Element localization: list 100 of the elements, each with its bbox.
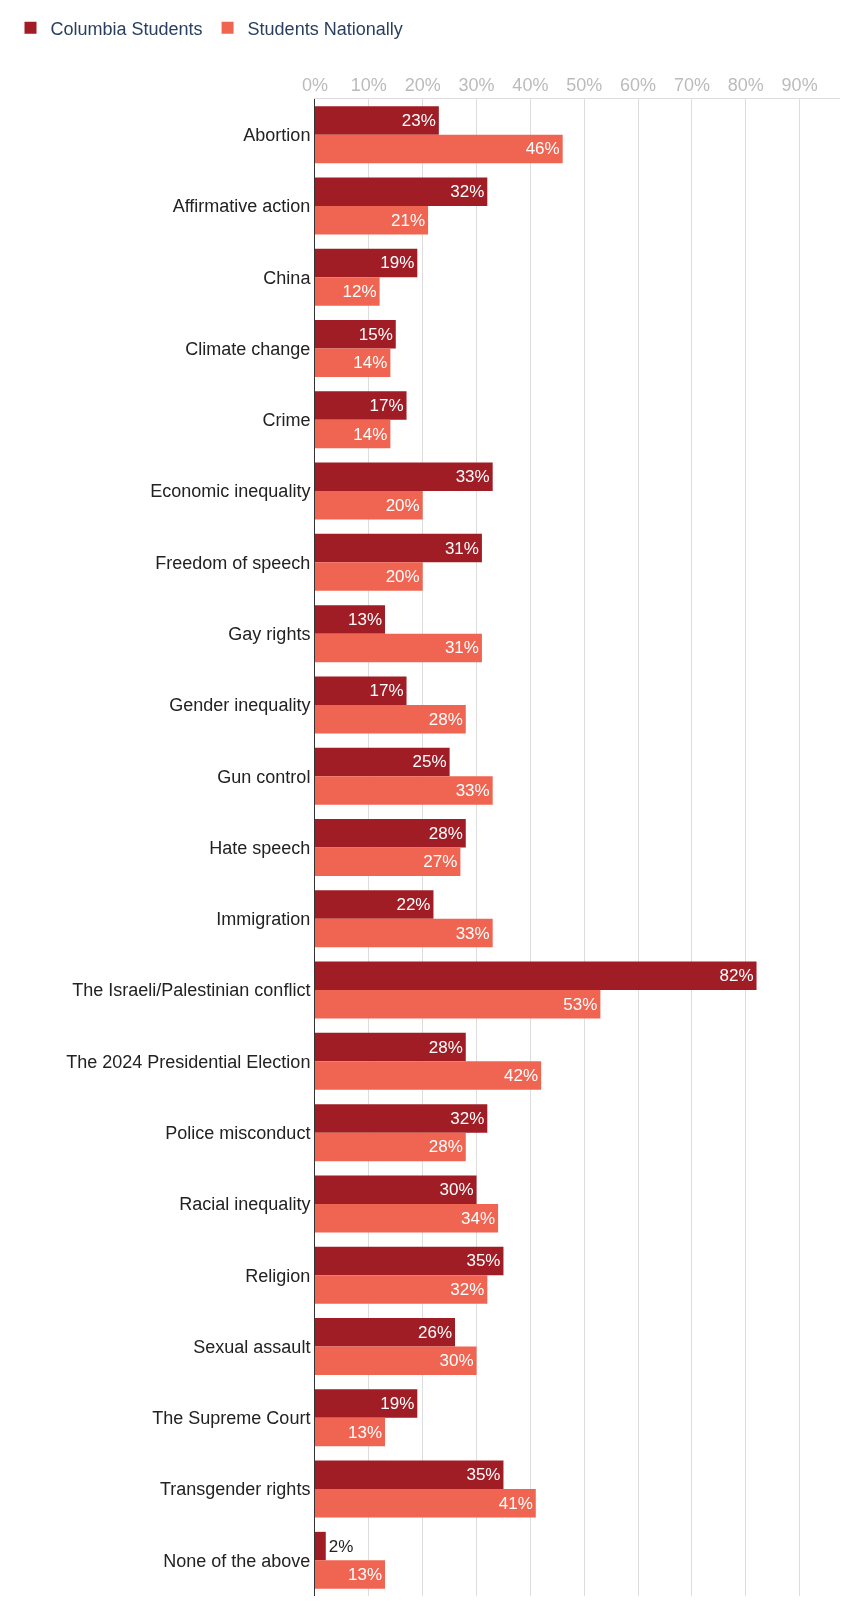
bar <box>315 177 488 206</box>
y-tick-label: Religion <box>245 1265 311 1286</box>
x-tick-label: 60% <box>620 74 657 95</box>
data-label: 46% <box>525 139 560 159</box>
data-label: 41% <box>498 1493 533 1513</box>
bar <box>315 847 461 877</box>
bar <box>315 818 466 848</box>
bar <box>315 1531 326 1561</box>
y-tick-label: Racial inequality <box>179 1194 311 1215</box>
data-label: 25% <box>412 752 447 772</box>
bar <box>315 1032 466 1062</box>
data-label: 26% <box>417 1322 452 1342</box>
y-tick-label: Crime <box>262 410 311 431</box>
data-label: 2% <box>328 1536 354 1556</box>
bar <box>315 1460 504 1490</box>
data-label: 27% <box>423 852 458 872</box>
y-tick-label: China <box>263 267 312 288</box>
data-label: 13% <box>347 1565 382 1585</box>
data-label: 33% <box>455 923 490 943</box>
bar <box>315 633 482 663</box>
bar <box>315 1203 499 1233</box>
x-tick-label: 0% <box>301 74 329 95</box>
data-label: 34% <box>461 1208 496 1228</box>
bar <box>315 704 466 734</box>
bar <box>315 1560 385 1589</box>
bar <box>315 676 407 705</box>
bar <box>315 1246 504 1276</box>
y-tick-label: Gun control <box>217 766 311 787</box>
bar <box>315 605 385 634</box>
bar <box>315 205 429 235</box>
data-label: 32% <box>450 1108 485 1128</box>
y-tick-label: Freedom of speech <box>155 552 311 573</box>
data-label: 19% <box>380 253 415 273</box>
bar <box>315 533 482 563</box>
data-label: 14% <box>353 353 388 373</box>
x-tick-label: 50% <box>566 74 603 95</box>
y-tick-label: Economic inequality <box>150 481 311 502</box>
y-tick-label: Climate change <box>185 338 311 359</box>
y-tick-label: The 2024 Presidential Election <box>66 1051 311 1072</box>
data-label: 12% <box>342 281 377 301</box>
y-tick-label: Hate speech <box>209 837 311 858</box>
y-tick-label: Immigration <box>216 909 311 930</box>
legend-label: Students Nationally <box>247 18 403 39</box>
data-label: 31% <box>444 638 479 658</box>
data-label: 22% <box>396 895 431 915</box>
y-tick-label: Sexual assault <box>193 1336 311 1357</box>
y-tick-label: The Israeli/Palestinian conflict <box>72 980 311 1001</box>
data-label: 30% <box>439 1351 474 1371</box>
data-label: 15% <box>358 324 393 344</box>
data-label: 23% <box>401 110 436 130</box>
bar <box>315 890 434 919</box>
data-label: 28% <box>428 1037 463 1057</box>
data-label: 32% <box>450 182 485 202</box>
y-tick-label: Gender inequality <box>169 695 311 716</box>
y-tick-label: None of the above <box>163 1550 311 1571</box>
data-label: 20% <box>385 495 420 515</box>
bar <box>315 1489 536 1518</box>
data-label: 21% <box>391 210 426 230</box>
data-label: 35% <box>466 1465 501 1485</box>
data-label: 33% <box>455 467 490 487</box>
data-label: 13% <box>347 1422 382 1442</box>
bar <box>315 1317 455 1347</box>
bar <box>315 562 423 591</box>
data-label: 53% <box>563 994 598 1014</box>
bar <box>315 1275 488 1304</box>
bar <box>315 462 493 492</box>
bar <box>315 918 493 948</box>
bar <box>315 1132 466 1162</box>
bar <box>315 134 563 164</box>
data-label: 13% <box>347 609 382 629</box>
bar <box>315 1104 488 1133</box>
bar <box>315 1389 418 1418</box>
data-label: 35% <box>466 1251 501 1271</box>
x-tick-label: 20% <box>404 74 441 95</box>
data-label: 17% <box>369 681 404 701</box>
legend-label: Columbia Students <box>50 18 203 39</box>
data-label: 14% <box>353 424 388 444</box>
bar <box>315 961 757 991</box>
bar <box>315 747 450 777</box>
y-tick-label: Police misconduct <box>165 1122 311 1143</box>
bar <box>315 776 493 805</box>
data-label: 30% <box>439 1180 474 1200</box>
data-label: 32% <box>450 1279 485 1299</box>
data-label: 19% <box>380 1394 415 1414</box>
x-tick-label: 80% <box>727 74 764 95</box>
x-tick-label: 70% <box>673 74 710 95</box>
bar <box>315 1175 477 1204</box>
x-tick-label: 30% <box>458 74 495 95</box>
bar <box>315 106 439 135</box>
y-tick-label: Transgender rights <box>159 1479 311 1500</box>
data-label: 33% <box>455 780 490 800</box>
data-label: 42% <box>504 1066 539 1086</box>
data-label: 20% <box>385 567 420 587</box>
y-tick-label: Affirmative action <box>172 196 311 217</box>
data-label: 31% <box>444 538 479 558</box>
data-label: 28% <box>428 823 463 843</box>
bar <box>315 491 423 520</box>
bar <box>315 248 418 278</box>
data-label: 17% <box>369 396 404 416</box>
y-tick-label: Gay rights <box>228 623 311 644</box>
